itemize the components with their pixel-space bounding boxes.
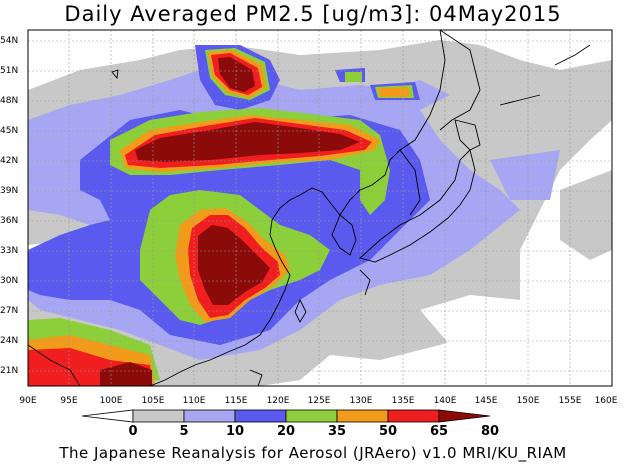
colorbar-cell <box>81 409 134 423</box>
colorbar <box>81 409 491 423</box>
colorbar-label: 5 <box>179 424 189 439</box>
footer-credit: The Japanese Reanalysis for Aerosol (JRA… <box>59 444 567 462</box>
lon-label: 90E <box>19 396 37 406</box>
lat-label: 39N <box>0 186 19 196</box>
colorbar-cells <box>81 409 491 423</box>
lat-label: 51N <box>0 66 19 76</box>
contour-80-plus-sw <box>100 362 152 386</box>
contour-0-5-hole-3 <box>520 250 612 340</box>
lat-label: 30N <box>0 276 19 286</box>
colorbar-cell <box>183 409 236 423</box>
lon-label: 105E <box>141 396 165 406</box>
map-border <box>27 29 613 387</box>
lon-label: 140E <box>433 396 457 406</box>
lat-label: 48N <box>0 96 19 106</box>
colorbar-cell <box>132 409 185 423</box>
colorbar-cell <box>285 409 338 423</box>
lat-label: 21N <box>0 366 19 376</box>
concentration-field <box>28 40 612 386</box>
lon-label: 100E <box>99 396 123 406</box>
colorbar-cell <box>387 409 440 423</box>
colorbar-label: 0 <box>128 424 138 439</box>
lat-label: 33N <box>0 246 19 256</box>
colorbar-cell <box>336 409 389 423</box>
lon-label: 120E <box>266 396 290 406</box>
lon-label: 150E <box>516 396 540 406</box>
colorbar-label: 65 <box>429 424 449 439</box>
lon-label: 125E <box>307 396 331 406</box>
colorbar-label: 20 <box>276 424 296 439</box>
colorbar-label: 10 <box>225 424 245 439</box>
lon-label: 95E <box>60 396 78 406</box>
lon-label: 155E <box>558 396 582 406</box>
contour-5-10-east <box>560 170 612 260</box>
contour-80-plus-n <box>135 122 360 162</box>
lat-label: 27N <box>0 306 19 316</box>
contour-80-plus <box>198 225 270 305</box>
map-title: Daily Averaged PM2.5 [ug/m3]: 04May2015 <box>64 2 562 26</box>
lon-label: 110E <box>182 396 206 406</box>
contour-80-plus-n2 <box>218 57 255 92</box>
lon-label: 115E <box>224 396 248 406</box>
contour-50-65-ne <box>378 87 410 97</box>
colorbar-label: 80 <box>480 424 500 439</box>
colorbar-label: 50 <box>378 424 398 439</box>
lat-label: 54N <box>0 36 19 46</box>
lat-label: 24N <box>0 336 19 346</box>
lat-label: 45N <box>0 126 19 136</box>
lon-label: 130E <box>349 396 373 406</box>
pm25-map <box>27 29 613 387</box>
contour-35-50-ne <box>345 72 362 82</box>
colorbar-cell <box>234 409 287 423</box>
lat-label: 42N <box>0 156 19 166</box>
colorbar-cell <box>438 409 491 423</box>
contour-10-20-e <box>490 150 560 200</box>
lon-label: 145E <box>474 396 498 406</box>
coastlines <box>28 30 591 386</box>
graticule <box>28 30 612 386</box>
lat-label: 36N <box>0 216 19 226</box>
lon-label: 135E <box>391 396 415 406</box>
lon-label: 160E <box>594 396 618 406</box>
colorbar-label: 35 <box>327 424 347 439</box>
